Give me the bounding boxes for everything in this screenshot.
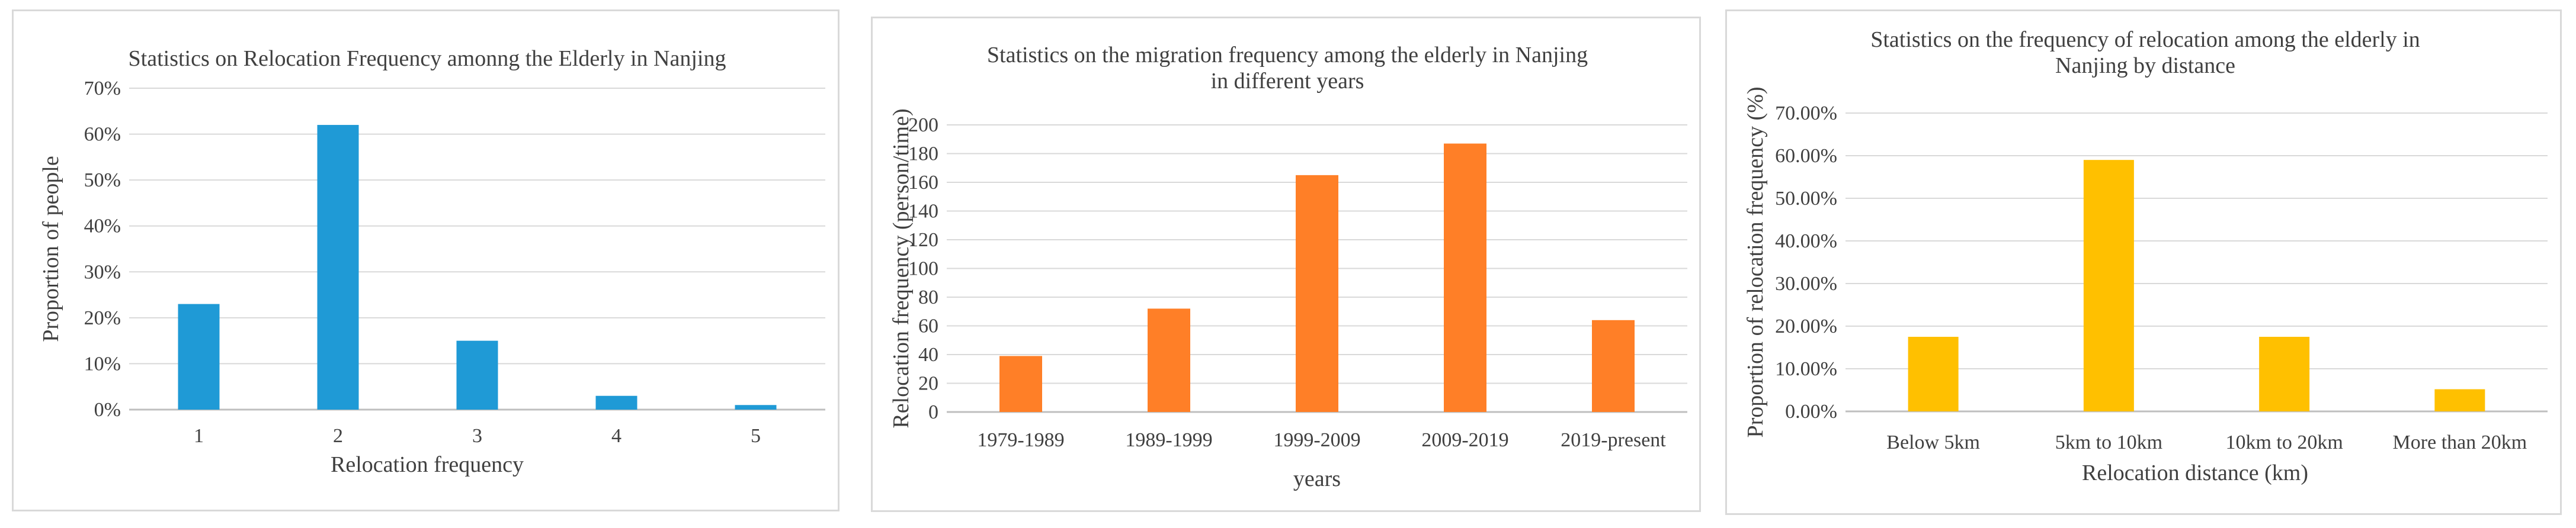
y-tick-label: 140: [908, 201, 938, 223]
y-tick-label: 20%: [84, 307, 121, 329]
chart-title-line: Nanjing by distance: [2055, 53, 2235, 78]
bar: [1444, 143, 1486, 412]
x-tick-label: 10km to 20km: [2225, 432, 2343, 453]
bar: [1908, 337, 1959, 411]
y-tick-label: 50.00%: [1775, 188, 1837, 210]
chart-relocation-frequency: Statistics on Relocation Frequency amonn…: [39, 46, 825, 477]
y-tick-label: 70%: [84, 78, 121, 99]
x-tick-label: 4: [611, 425, 621, 447]
y-tick-label: 70.00%: [1775, 102, 1837, 124]
chart-title-line: in different years: [1211, 69, 1364, 94]
bar: [595, 395, 637, 410]
x-tick-label: 1: [194, 425, 204, 447]
y-tick-label: 20.00%: [1775, 315, 1837, 337]
y-tick-label: 0%: [94, 399, 121, 421]
x-axis-label: years: [1293, 466, 1341, 491]
x-tick-label: 2: [333, 425, 343, 447]
bar: [2083, 160, 2134, 411]
bar: [1592, 320, 1635, 412]
y-tick-label: 60%: [84, 124, 121, 146]
x-axis-label: Relocation frequency: [331, 452, 524, 477]
y-axis-label: Relocation frequency (person/time): [889, 108, 914, 428]
y-tick-label: 40.00%: [1775, 230, 1837, 252]
bar: [735, 405, 777, 410]
x-tick-label: 1999-2009: [1273, 429, 1360, 451]
y-tick-label: 80: [918, 286, 938, 308]
chart-title-line: Statistics on Relocation Frequency amonn…: [129, 46, 726, 71]
x-tick-label: 2019-present: [1561, 429, 1666, 451]
x-tick-label: 3: [472, 425, 482, 447]
x-tick-label: 5km to 10km: [2055, 432, 2162, 453]
y-tick-label: 60.00%: [1775, 145, 1837, 167]
y-tick-label: 20: [918, 373, 938, 395]
y-tick-label: 10.00%: [1775, 358, 1837, 380]
bar: [178, 304, 220, 410]
y-tick-label: 40%: [84, 215, 121, 237]
y-tick-label: 0.00%: [1785, 401, 1837, 423]
y-tick-label: 180: [908, 143, 938, 165]
y-tick-label: 30.00%: [1775, 273, 1837, 295]
x-axis-label: Relocation distance (km): [2082, 461, 2308, 485]
x-tick-label: More than 20km: [2393, 432, 2527, 453]
y-tick-label: 10%: [84, 353, 121, 375]
bar: [999, 356, 1042, 412]
y-tick-label: 100: [908, 258, 938, 280]
chart-panel-relocation-frequency: Statistics on Relocation Frequency amonn…: [12, 9, 840, 511]
x-tick-label: Below 5km: [1886, 432, 1980, 453]
x-tick-label: 1979-1989: [977, 429, 1064, 451]
y-tick-label: 120: [908, 229, 938, 251]
y-tick-label: 40: [918, 344, 938, 366]
chart-panel-migration-by-year: Statistics on the migration frequency am…: [871, 17, 1701, 512]
bar: [456, 340, 498, 410]
chart-title-line: Statistics on the frequency of relocatio…: [1870, 27, 2420, 52]
bar: [2434, 389, 2485, 411]
chart-title-line: Statistics on the migration frequency am…: [987, 43, 1588, 67]
y-axis-label: Proportion of people: [39, 156, 63, 342]
bar: [1148, 308, 1190, 412]
bar: [2259, 337, 2310, 411]
y-axis-label: Proportion of relocation frequency (%): [1743, 86, 1768, 437]
x-tick-label: 1989-1999: [1125, 429, 1212, 451]
y-tick-label: 60: [918, 315, 938, 337]
y-tick-label: 30%: [84, 261, 121, 283]
y-tick-label: 160: [908, 172, 938, 194]
y-tick-label: 50%: [84, 169, 121, 191]
bar: [1296, 175, 1338, 412]
y-tick-label: 0: [928, 401, 938, 423]
x-tick-label: 5: [751, 425, 761, 447]
chart-relocation-by-distance: Statistics on the frequency of relocatio…: [1743, 27, 2548, 485]
chart-panel-relocation-by-distance: Statistics on the frequency of relocatio…: [1725, 9, 2562, 515]
bar: [317, 125, 359, 410]
x-tick-label: 2009-2019: [1421, 429, 1508, 451]
chart-migration-by-year: Statistics on the migration frequency am…: [889, 43, 1687, 491]
y-tick-label: 200: [908, 114, 938, 136]
